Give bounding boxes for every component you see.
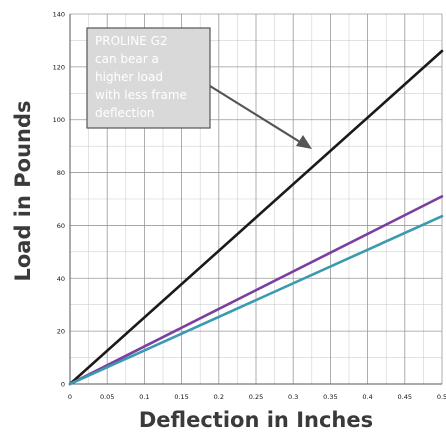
y-tick-label: 100: [53, 116, 65, 124]
y-tick-label: 120: [53, 63, 65, 71]
annotation-arrow: [209, 85, 301, 143]
y-tick-label: 40: [57, 275, 65, 283]
series-line-3: [68, 214, 444, 386]
series-line-2: [68, 195, 444, 386]
x-tick-label: 0.15: [174, 393, 188, 401]
y-tick-label: 80: [57, 169, 65, 177]
annotation-line-1: PROLINE G2: [95, 34, 168, 48]
x-axis-title: Deflection in Inches: [139, 408, 373, 432]
x-tick-label: 0: [68, 393, 72, 401]
x-tick-label: 0.4: [362, 393, 372, 401]
series-line-1: [68, 49, 444, 386]
y-tick-labels: 0 20 40 60 80 100 120 140: [53, 11, 65, 389]
annotation: PROLINE G2 can bear a higher load with l…: [86, 27, 312, 149]
annotation-line-2: can bear a: [95, 52, 159, 66]
x-tick-label: 0.45: [398, 393, 412, 401]
y-tick-label: 0: [61, 381, 65, 389]
annotation-box: [86, 27, 211, 129]
x-tick-label: 0.3: [288, 393, 298, 401]
annotation-line-5: deflection: [95, 106, 155, 120]
x-tick-label: 0.35: [323, 393, 337, 401]
x-tick-label: 0.1: [139, 393, 149, 401]
y-axis-title: Load in Pounds: [11, 100, 35, 281]
annotation-line-4: with less frame: [95, 88, 187, 102]
x-tick-label: 0.05: [100, 393, 114, 401]
y-tick-label: 20: [57, 328, 65, 336]
axes: [69, 14, 442, 385]
y-tick-label: 60: [57, 222, 65, 230]
x-tick-label: 0.25: [249, 393, 263, 401]
annotation-line-3: higher load: [95, 70, 163, 84]
series-lines: [68, 49, 444, 386]
x-tick-label: 0.2: [214, 393, 224, 401]
annotation-arrowhead: [296, 135, 312, 149]
x-tick-labels: 0 0.05 0.1 0.15 0.2 0.25 0.3 0.35 0.4 0.45 0.5: [68, 393, 446, 401]
x-tick-label: 0.5: [437, 393, 446, 401]
y-tick-label: 140: [53, 11, 65, 19]
